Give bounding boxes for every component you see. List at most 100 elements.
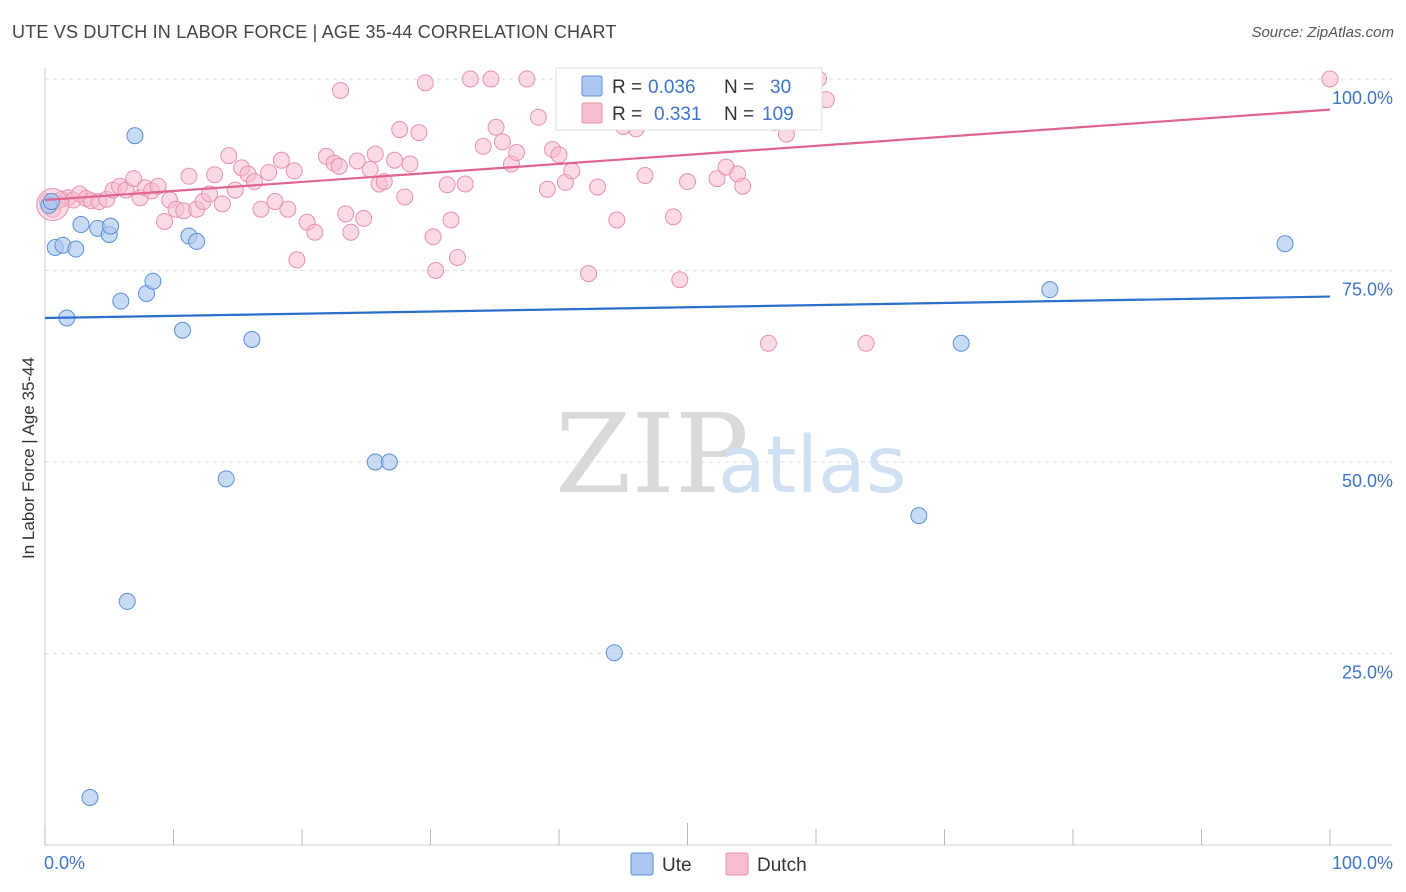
dutch-point (375, 173, 393, 191)
dutch-point (671, 271, 689, 289)
dutch-point (200, 185, 218, 203)
dutch-point (482, 70, 500, 88)
dutch-point (608, 211, 626, 229)
dutch-point (424, 228, 442, 246)
x-tick-label-0: 0.0% (44, 853, 85, 873)
dutch-point (461, 70, 479, 88)
chart-title: UTE VS DUTCH IN LABOR FORCE | AGE 35-44 … (12, 22, 617, 42)
y-tick-labels: 25.0% 50.0% 75.0% 100.0% (1332, 88, 1393, 683)
ute-point (126, 127, 144, 145)
dutch-point (206, 166, 224, 184)
dutch-point (361, 160, 379, 178)
y-tick-label-3: 100.0% (1332, 88, 1393, 108)
dutch-point (410, 124, 428, 142)
dutch-point (529, 108, 547, 126)
ute-point (910, 507, 928, 525)
dutch-point (156, 212, 174, 230)
dutch-point (396, 188, 414, 206)
dutch-point (306, 223, 324, 241)
x-tick-labels: 0.0% 100.0% (44, 853, 1393, 873)
y-tick-label-2: 75.0% (1342, 280, 1393, 300)
dutch-point (550, 146, 568, 164)
dutch-point (245, 173, 263, 191)
ute-point (102, 217, 120, 235)
dutch-point (355, 209, 373, 227)
watermark-zip: ZIP (555, 390, 749, 518)
dutch-point (538, 180, 556, 198)
watermark-atlas: atlas (718, 421, 907, 511)
dutch-point (442, 211, 460, 229)
dutch-trend-line (44, 108, 1331, 202)
source-label: Source: ZipAtlas.com (1251, 24, 1394, 41)
ute-point (42, 193, 60, 211)
dutch-point (563, 162, 581, 180)
dutch-point (272, 151, 290, 169)
dutch-point (487, 118, 505, 136)
dutch-point (427, 262, 445, 279)
dutch-point (1321, 70, 1339, 88)
dutch-point (636, 167, 654, 185)
dutch-point (348, 152, 366, 170)
ute-point (112, 292, 130, 310)
legend-dutch-n-label: N = (724, 104, 754, 125)
dutch-point (386, 151, 404, 169)
dutch-point (332, 81, 350, 99)
stats-legend: R = 0.036 N = 30 R = 0.331 N = 109 (555, 67, 823, 131)
legend-dutch-r-label: R = (612, 104, 642, 125)
ute-point (605, 644, 623, 662)
ute-point (173, 321, 191, 339)
ute-point (1276, 235, 1294, 253)
dutch-point (589, 178, 607, 196)
dutch-point (226, 181, 244, 199)
dutch-point (759, 334, 777, 352)
legend-dutch-n-value: 109 (762, 104, 794, 125)
dutch-point (279, 200, 297, 218)
dutch-point (679, 173, 696, 191)
legend-ute-r-label: R = (612, 77, 642, 98)
bottom-legend-ute-label: Ute (662, 855, 692, 876)
bottom-legend-ute-swatch (630, 852, 654, 876)
ute-point (81, 789, 99, 807)
dutch-point (708, 170, 726, 188)
dutch-point (518, 70, 536, 88)
dutch-point (213, 195, 231, 213)
series-legend: Ute Dutch (630, 852, 807, 876)
bottom-legend-dutch-swatch (725, 852, 749, 876)
legend-ute-n-label: N = (724, 77, 754, 98)
dutch-point (401, 155, 419, 173)
dutch-point (288, 251, 306, 269)
legend-dutch-swatch (581, 102, 603, 124)
ute-point (72, 216, 90, 234)
x-tick-label-1: 100.0% (1332, 853, 1393, 873)
ute-point (243, 330, 261, 348)
y-tick-label-1: 50.0% (1342, 471, 1393, 491)
legend-ute-n-value: 30 (770, 77, 791, 98)
dutch-point (474, 137, 492, 155)
ute-point (217, 470, 235, 488)
ute-point (380, 453, 398, 471)
y-axis-label: In Labor Force | Age 35-44 (19, 357, 38, 559)
dutch-point (149, 177, 167, 195)
legend-ute-swatch (581, 75, 603, 97)
ute-point (1041, 281, 1059, 299)
legend-ute-r-value: 0.036 (648, 77, 696, 98)
dutch-point (734, 177, 752, 195)
dutch-point (180, 167, 198, 185)
dutch-point (456, 175, 474, 193)
dutch-point (266, 193, 284, 211)
ute-point (118, 592, 136, 610)
dutch-point (342, 223, 360, 241)
bottom-legend-dutch-label: Dutch (757, 855, 807, 876)
y-tick-label-0: 25.0% (1342, 663, 1393, 683)
dutch-point (857, 334, 875, 352)
dutch-point (125, 170, 143, 188)
ute-point (67, 240, 85, 258)
ute-trend-line (44, 295, 1331, 320)
grid-lines (45, 78, 1392, 654)
trend-lines (44, 108, 1331, 320)
dutch-point (330, 157, 348, 175)
dutch-point (337, 205, 355, 223)
dutch-point (580, 265, 598, 283)
dutch-point (664, 208, 682, 226)
